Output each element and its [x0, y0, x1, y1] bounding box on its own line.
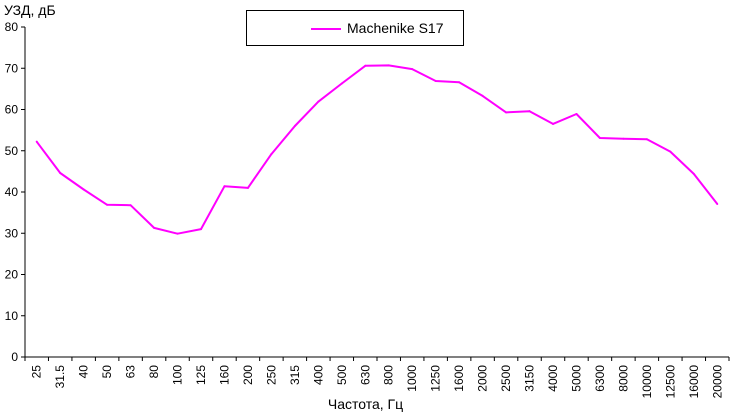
- x-tick-label: 8000: [616, 365, 630, 392]
- x-tick-label: 800: [382, 365, 396, 385]
- data-point: [223, 185, 226, 188]
- y-axis-ticks: 0 10 20 30 40 50 60 70 80: [5, 20, 25, 364]
- y-tick-label: 30: [5, 226, 19, 240]
- data-point: [129, 204, 132, 207]
- x-tick-label: 1250: [429, 365, 443, 392]
- x-tick-label: 31.5: [53, 365, 67, 389]
- data-point: [106, 203, 109, 206]
- x-tick-label: 500: [335, 365, 349, 385]
- x-tick-label: 250: [264, 365, 278, 385]
- x-tick-label: 1000: [405, 365, 419, 392]
- x-tick-label: 125: [194, 365, 208, 385]
- data-point: [293, 125, 296, 127]
- data-point: [340, 82, 343, 85]
- x-tick-label: 200: [241, 365, 255, 385]
- data-point: [575, 113, 578, 116]
- y-tick-label: 40: [5, 185, 19, 199]
- x-tick-label: 1600: [452, 365, 466, 392]
- y-axis-label: УЗД, дБ: [4, 2, 56, 18]
- data-point: [246, 186, 249, 189]
- y-tick-label: 70: [5, 61, 19, 75]
- y-tick-label: 60: [5, 103, 19, 117]
- x-tick-label: 2000: [476, 365, 490, 392]
- x-tick-label: 63: [124, 365, 138, 379]
- x-tick-label: 315: [288, 365, 302, 385]
- data-point: [481, 94, 484, 97]
- x-tick-label: 6300: [593, 365, 607, 392]
- data-point: [716, 202, 719, 205]
- data-point: [622, 137, 625, 140]
- data-point: [669, 150, 672, 153]
- data-point: [434, 80, 437, 83]
- x-tick-label: 4000: [546, 365, 560, 392]
- data-point: [82, 188, 85, 191]
- data-point: [317, 100, 320, 103]
- x-tick-label: 630: [358, 365, 372, 385]
- data-point: [270, 153, 273, 156]
- data-point: [35, 140, 38, 143]
- y-tick-label: 10: [5, 309, 19, 323]
- x-tick-label: 20000: [710, 365, 724, 399]
- y-tick-label: 20: [5, 268, 19, 282]
- x-tick-label: 400: [311, 365, 325, 385]
- data-point: [387, 64, 390, 67]
- x-tick-label: 100: [171, 365, 185, 385]
- x-tick-label: 16000: [687, 365, 701, 399]
- x-tick-label: 10000: [640, 365, 654, 399]
- data-point: [458, 81, 461, 84]
- data-point: [153, 226, 156, 229]
- x-tick-label: 80: [147, 365, 161, 379]
- x-tick-label: 25: [30, 365, 44, 379]
- x-tick-label: 12500: [663, 365, 677, 399]
- axes: [24, 27, 729, 358]
- x-tick-label: 2500: [499, 365, 513, 392]
- data-point: [505, 111, 508, 114]
- data-point: [692, 172, 695, 175]
- data-point: [411, 68, 414, 71]
- data-point: [528, 110, 531, 113]
- legend-swatch: [311, 28, 341, 30]
- data-point: [364, 64, 367, 67]
- data-point: [176, 232, 179, 235]
- x-tick-label: 40: [77, 365, 91, 379]
- y-tick-label: 80: [5, 20, 19, 34]
- x-tick-label: 160: [217, 365, 231, 385]
- legend-label: Machenike S17: [347, 20, 444, 36]
- data-point: [645, 138, 648, 141]
- data-point: [200, 228, 202, 231]
- data-point: [598, 136, 601, 139]
- data-point: [552, 122, 554, 125]
- y-tick-label: 0: [11, 350, 18, 364]
- x-axis-ticks: 25 31.5 40 50 63 80 100 125 160 200 250 315 400 500 63…: [24, 357, 730, 399]
- y-tick-label: 50: [5, 144, 19, 158]
- legend: Machenike S17: [246, 10, 464, 46]
- x-axis-label: Частота, Гц: [327, 396, 404, 412]
- x-tick-label: 5000: [569, 365, 583, 392]
- x-tick-label: 50: [100, 365, 114, 379]
- series-line: [35, 64, 719, 235]
- x-tick-label: 3150: [523, 365, 537, 392]
- data-point: [59, 172, 62, 175]
- series-layer: [35, 64, 719, 235]
